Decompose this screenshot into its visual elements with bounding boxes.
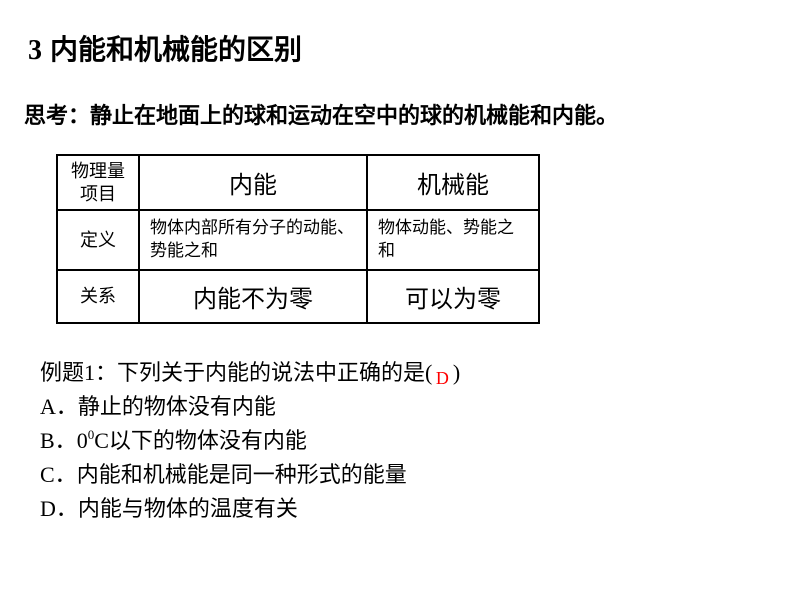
header-label-line1: 物理量 — [71, 161, 125, 181]
prompt-before: 例题1：下列关于内能的说法中正确的是( — [40, 360, 432, 385]
row2-label: 关系 — [57, 270, 139, 323]
option-c-text: 内能和机械能是同一种形式的能量 — [77, 462, 407, 487]
row1-col-a: 物体内部所有分子的动能、势能之和 — [139, 210, 367, 270]
option-b-pre: 0 — [77, 428, 88, 453]
row2-col-b: 可以为零 — [367, 270, 539, 323]
heading-title: 内能和机械能的区别 — [50, 35, 302, 66]
option-a-label: A． — [40, 394, 78, 419]
col-b-header: 机械能 — [367, 155, 539, 210]
option-d-label: D． — [40, 496, 78, 521]
list-item: C．内能和机械能是同一种形式的能量 — [40, 458, 770, 492]
prompt-after: ) — [453, 360, 460, 385]
list-item: B．00C以下的物体没有内能 — [40, 424, 770, 458]
list-item: D．内能与物体的温度有关 — [40, 492, 770, 526]
list-item: A．静止的物体没有内能 — [40, 390, 770, 424]
answer-letter: D — [436, 368, 449, 388]
option-b-label: B． — [40, 428, 77, 453]
table-row: 定义 物体内部所有分子的动能、势能之和 物体动能、势能之和 — [57, 210, 539, 270]
thought-prompt: 思考：静止在地面上的球和运动在空中的球的机械能和内能。 — [24, 98, 770, 130]
option-b-sup: 0 — [88, 427, 95, 442]
heading-number: 3 — [28, 35, 42, 66]
comparison-table: 物理量 项目 内能 机械能 定义 物体内部所有分子的动能、势能之和 物体动能、势… — [56, 154, 540, 324]
table-row: 物理量 项目 内能 机械能 — [57, 155, 539, 210]
row2-col-a: 内能不为零 — [139, 270, 367, 323]
section-heading: 3 内能和机械能的区别 — [24, 28, 770, 68]
question-block: 例题1：下列关于内能的说法中正确的是( D) A．静止的物体没有内能 B．00C… — [24, 356, 770, 526]
header-label-line2: 项目 — [80, 184, 116, 204]
option-c-label: C． — [40, 462, 77, 487]
col-a-header: 内能 — [139, 155, 367, 210]
question-prompt: 例题1：下列关于内能的说法中正确的是( D) — [40, 356, 770, 390]
option-d-text: 内能与物体的温度有关 — [78, 496, 298, 521]
header-label-cell: 物理量 项目 — [57, 155, 139, 210]
row1-label: 定义 — [57, 210, 139, 270]
option-a-text: 静止的物体没有内能 — [78, 394, 276, 419]
comparison-table-wrap: 物理量 项目 内能 机械能 定义 物体内部所有分子的动能、势能之和 物体动能、势… — [56, 154, 770, 324]
row1-col-b: 物体动能、势能之和 — [367, 210, 539, 270]
table-row: 关系 内能不为零 可以为零 — [57, 270, 539, 323]
options-list: A．静止的物体没有内能 B．00C以下的物体没有内能 C．内能和机械能是同一种形… — [40, 390, 770, 526]
option-b-post: C以下的物体没有内能 — [94, 428, 307, 453]
